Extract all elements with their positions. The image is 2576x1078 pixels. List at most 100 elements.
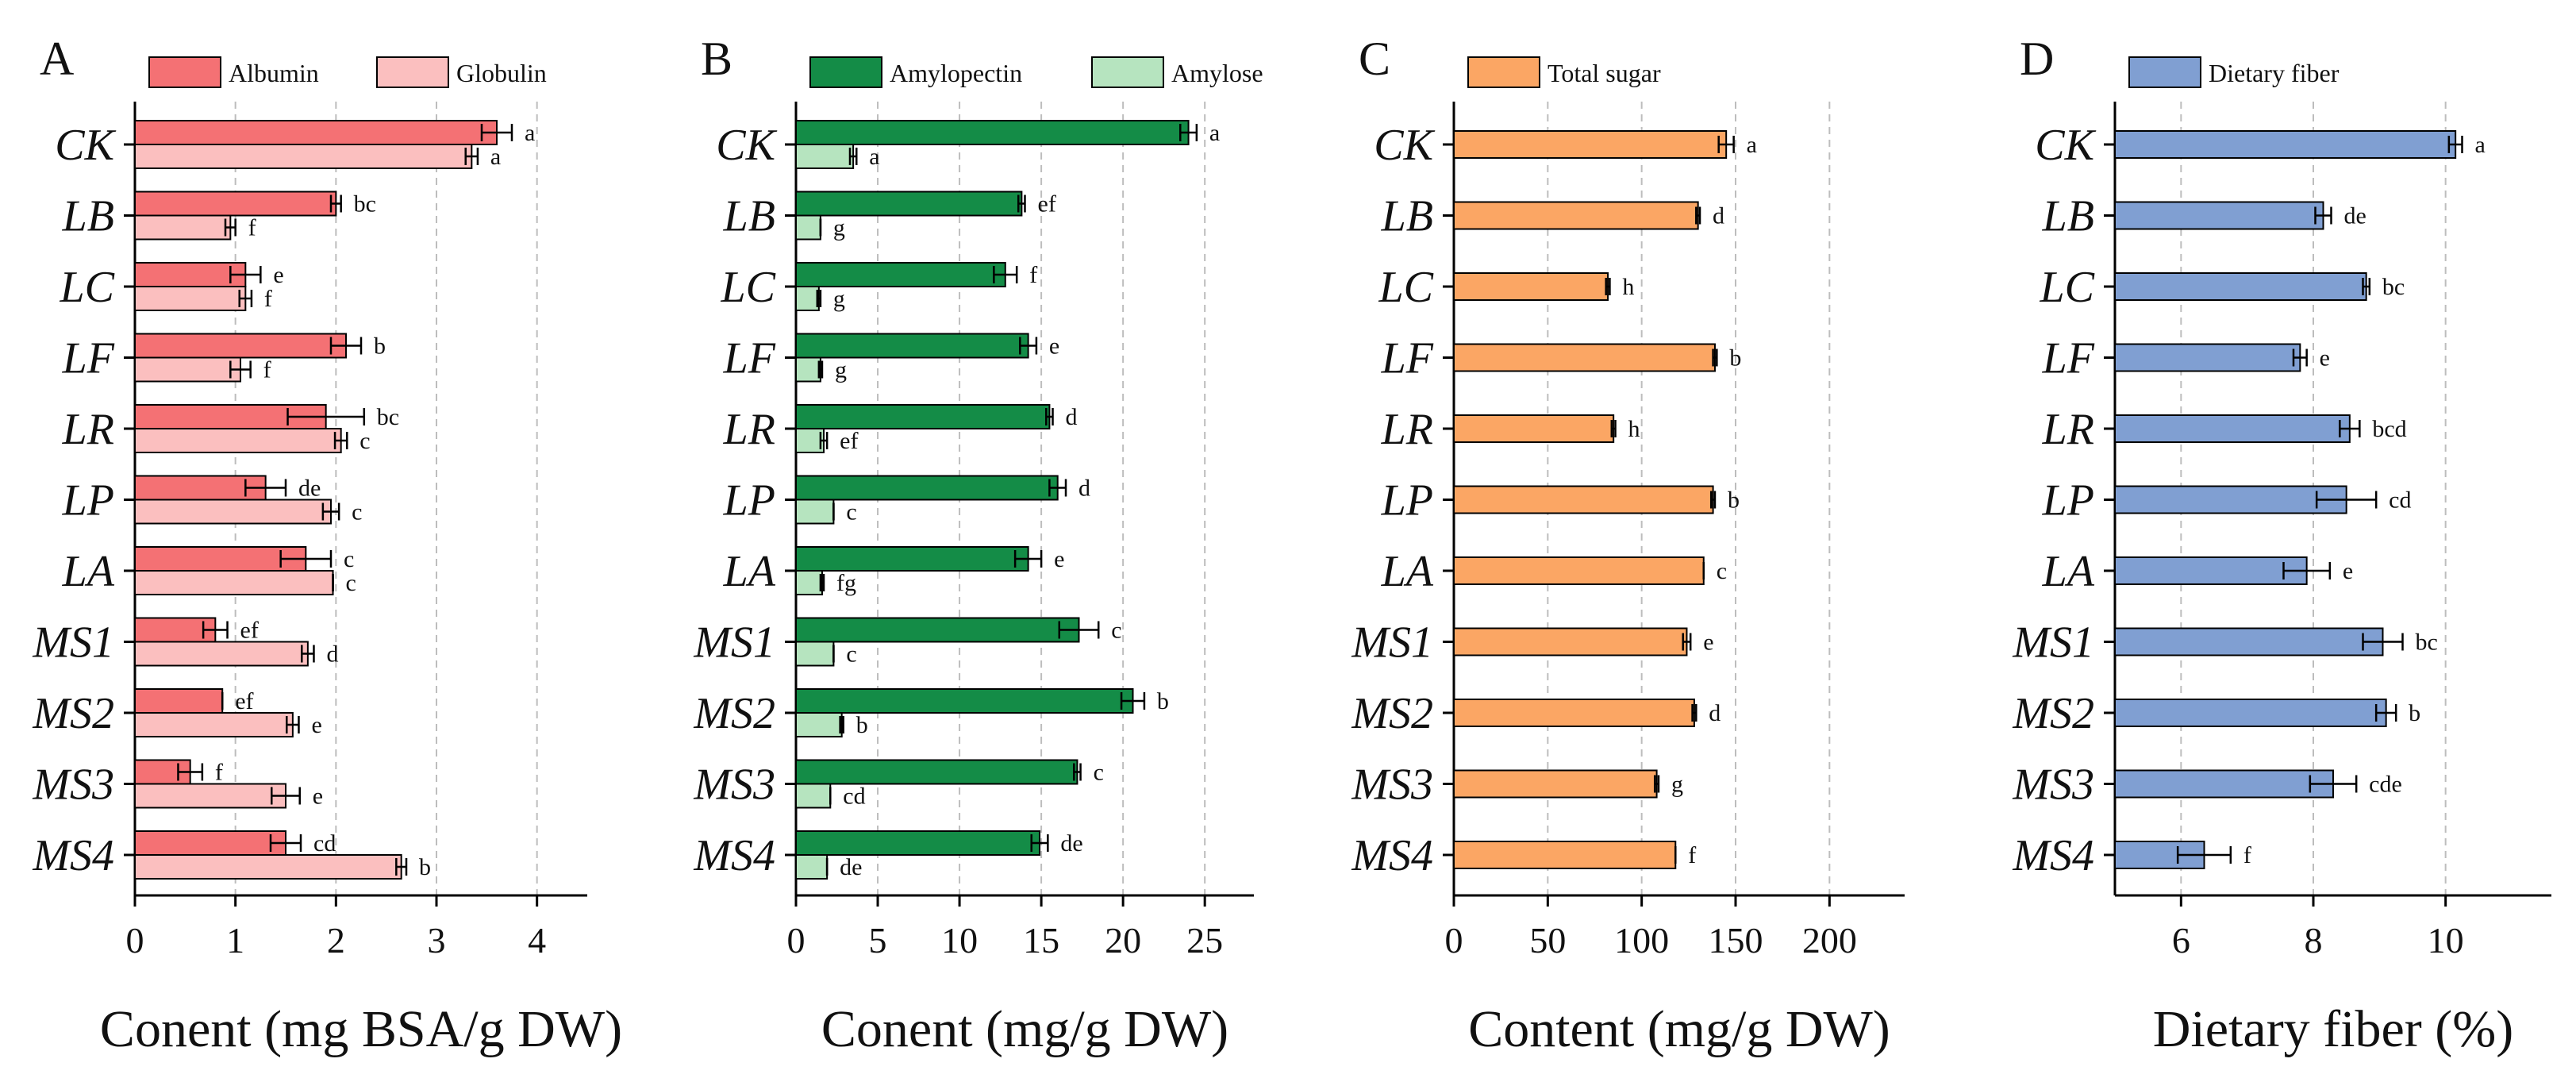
significance-label: e xyxy=(2343,558,2353,584)
bar-globulin xyxy=(134,712,294,737)
category-label: LR xyxy=(723,405,775,454)
category-label: LB xyxy=(1381,192,1433,241)
bar-total-sugar xyxy=(1453,272,1609,301)
x-tick-label: 8 xyxy=(2305,920,2323,961)
category-label: LA xyxy=(62,547,115,596)
bar-albumin xyxy=(134,191,337,217)
significance-label: d xyxy=(1713,203,1724,229)
bar-globulin xyxy=(134,570,334,595)
x-tick-label: 2 xyxy=(327,920,345,961)
bar-amylopectin xyxy=(795,333,1029,359)
significance-label: ef xyxy=(1038,191,1056,218)
significance-label: bcd xyxy=(2372,416,2406,442)
significance-label: d xyxy=(1066,404,1078,430)
significance-label: b xyxy=(1728,487,1740,514)
significance-label: c xyxy=(846,499,856,526)
panel-B: 0 5 10 15 20 25 Conent (mg/g DW) B Amylopectin Am… xyxy=(693,33,1263,1058)
bar-amylose xyxy=(795,783,832,809)
x-tick-label: 0 xyxy=(126,920,144,961)
x-tick-label: 100 xyxy=(1614,920,1669,961)
significance-label: f xyxy=(264,286,272,312)
significance-label: e xyxy=(273,262,283,288)
significance-label: fg xyxy=(836,570,856,596)
significance-label: d xyxy=(1078,475,1090,502)
bar-amylose xyxy=(795,570,823,595)
significance-label: de xyxy=(2344,203,2366,229)
bar-dietary-fiber xyxy=(2114,343,2301,372)
significance-label: b xyxy=(2409,700,2420,726)
significance-label: cd xyxy=(2389,487,2411,514)
category-label: LP xyxy=(62,476,114,526)
bar-amylose xyxy=(795,499,835,525)
category-label: LF xyxy=(2042,334,2095,383)
x-tick-label: 0 xyxy=(1445,920,1463,961)
x-tick-label: 200 xyxy=(1802,920,1857,961)
significance-label: f xyxy=(263,357,271,383)
significance-label: c xyxy=(846,641,856,668)
bar-amylose xyxy=(795,286,820,311)
bar-albumin xyxy=(134,333,347,359)
category-label: LR xyxy=(2042,405,2094,454)
category-label: LA xyxy=(723,547,776,596)
legend-swatch xyxy=(2128,56,2201,88)
legend-swatch xyxy=(376,56,449,88)
bar-amylopectin xyxy=(795,120,1190,145)
significance-label: c xyxy=(346,570,356,596)
significance-label: d xyxy=(326,641,338,668)
category-label: MS4 xyxy=(32,831,114,880)
category-label: LA xyxy=(2042,547,2095,596)
legend-label: Amylose xyxy=(1171,59,1263,87)
x-tick-label: 0 xyxy=(787,920,805,961)
significance-label: cd xyxy=(843,783,865,810)
bar-dietary-fiber xyxy=(2114,556,2308,585)
significance-label: a xyxy=(869,144,879,170)
bar-total-sugar xyxy=(1453,627,1688,656)
category-label: LF xyxy=(62,334,115,383)
legend-swatch xyxy=(1091,56,1164,88)
x-axis-title: Content (mg/g DW) xyxy=(1468,1000,1890,1058)
significance-label: g xyxy=(833,215,845,241)
category-label: LC xyxy=(721,263,776,312)
significance-label: e xyxy=(1054,546,1064,572)
significance-label: de xyxy=(1060,830,1082,857)
bar-total-sugar xyxy=(1453,556,1705,585)
bar-amylopectin xyxy=(795,688,1134,714)
category-label: MS4 xyxy=(2012,831,2094,880)
panel-A: 0 1 2 3 4 Conent (mg BSA/g DW) A Albumin Globuli… xyxy=(32,33,622,1058)
panel-C: 0 50 100 150 200 Content (mg/g DW) C Total suga… xyxy=(1351,33,1905,1058)
bar-amylopectin xyxy=(795,759,1078,785)
category-label: LC xyxy=(2040,263,2095,312)
bar-globulin xyxy=(134,641,309,667)
panel-D: 6 8 10 Dietary fiber (%) D Dietary fiber CK a LB… xyxy=(2012,33,2551,1058)
significance-label: de xyxy=(840,854,862,880)
bar-globulin xyxy=(134,428,342,453)
bar-amylopectin xyxy=(795,404,1051,429)
category-label: LP xyxy=(2042,476,2094,526)
significance-label: ef xyxy=(840,428,858,454)
x-tick-label: 50 xyxy=(1529,920,1566,961)
x-tick-label: 10 xyxy=(941,920,978,961)
panel-label: B xyxy=(701,33,732,85)
bar-dietary-fiber xyxy=(2114,485,2347,514)
significance-label: e xyxy=(1049,333,1059,360)
category-label: MS1 xyxy=(1351,618,1433,668)
category-label: LA xyxy=(1381,547,1434,596)
bar-globulin xyxy=(134,783,286,809)
panel-label: D xyxy=(2020,33,2054,85)
bar-dietary-fiber xyxy=(2114,201,2324,230)
x-tick-label: 3 xyxy=(428,920,446,961)
legend-label: Amylopectin xyxy=(890,59,1022,87)
category-label: MS4 xyxy=(693,831,775,880)
x-tick-label: 5 xyxy=(869,920,887,961)
significance-label: f xyxy=(1029,262,1037,288)
bar-dietary-fiber xyxy=(2114,414,2351,443)
significance-label: e xyxy=(1703,629,1713,656)
significance-label: b xyxy=(856,712,868,738)
significance-label: b xyxy=(419,854,431,880)
bar-amylopectin xyxy=(795,546,1029,572)
category-label: LC xyxy=(1378,263,1434,312)
category-label: MS3 xyxy=(32,760,114,810)
bar-amylose xyxy=(795,356,821,383)
significance-label: c xyxy=(1094,760,1104,786)
significance-label: c xyxy=(344,546,354,572)
